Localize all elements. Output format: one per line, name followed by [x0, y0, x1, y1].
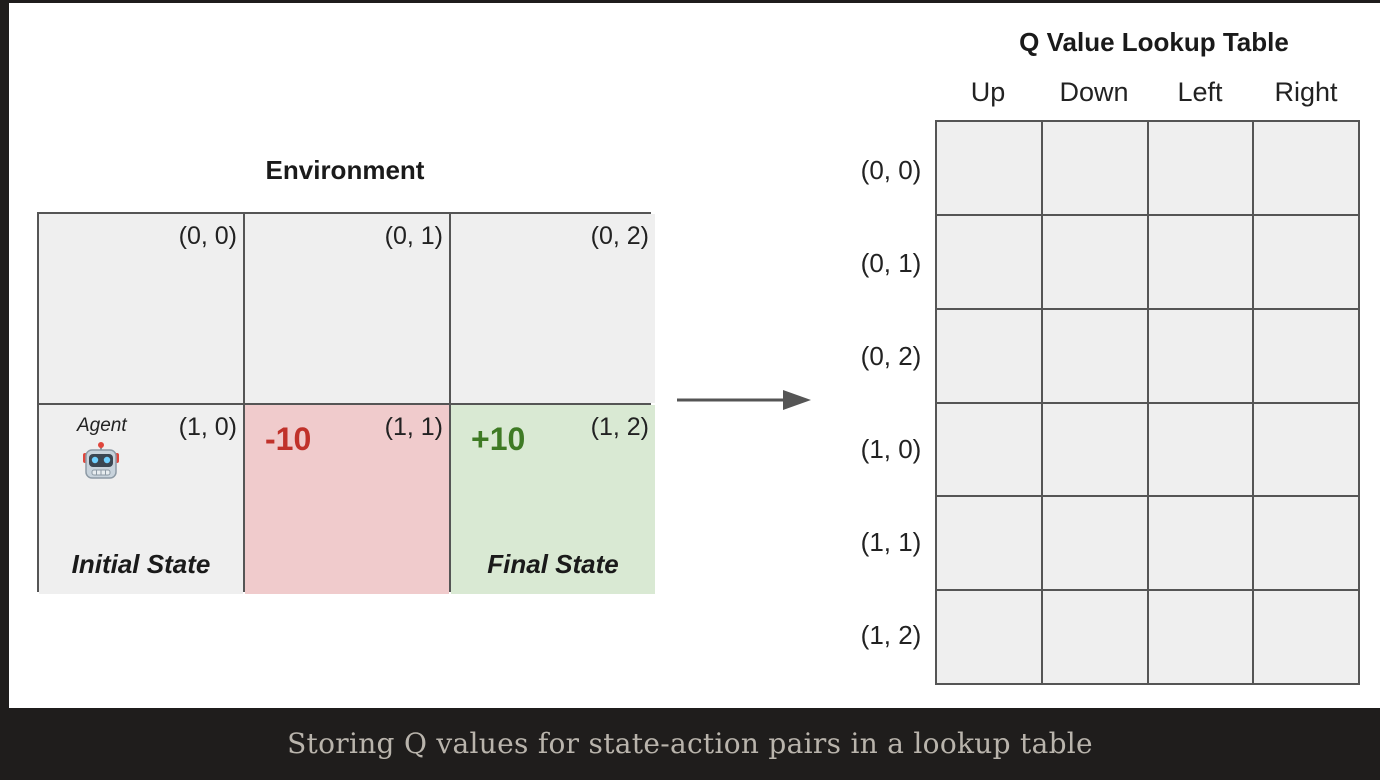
environment-title: Environment: [265, 155, 425, 185]
q-cell: [1148, 309, 1253, 402]
env-cell-coord: (1, 1): [384, 413, 443, 441]
q-value-grid: [935, 120, 1360, 685]
right-arrow-icon: [677, 390, 811, 410]
q-cell: [1042, 497, 1147, 590]
q-cell: [1254, 122, 1358, 214]
robot-icon: [83, 442, 119, 479]
q-row-header: (1, 1): [860, 527, 922, 557]
q-cell: [1042, 122, 1147, 214]
q-column-header-left: Left: [1177, 77, 1223, 107]
q-row-header: (0, 1): [860, 248, 922, 278]
q-table-title: Q Value Lookup Table: [1019, 27, 1289, 57]
env-cell-1-0: Agent (1, 0) Initial State: [39, 405, 243, 594]
env-cell-coord: (0, 0): [178, 222, 237, 250]
q-cell: [1148, 215, 1253, 308]
penalty-reward-value: -10: [265, 421, 312, 457]
q-column-header-down: Down: [1059, 77, 1129, 107]
env-cell-1-1: -10 (1, 1): [245, 405, 449, 594]
q-cell: [937, 215, 1041, 308]
q-cell: [1148, 122, 1253, 214]
q-cell: [1042, 591, 1147, 683]
figure-caption: Storing Q values for state-action pairs …: [287, 727, 1093, 760]
q-cell: [1254, 497, 1358, 590]
q-column-header-right: Right: [1274, 77, 1338, 107]
q-cell: [1042, 309, 1147, 402]
q-cell: [1148, 497, 1253, 590]
env-cell-coord: (0, 1): [384, 222, 443, 250]
q-cell: [1254, 309, 1358, 402]
environment-grid: (0, 0) (0, 1) (0, 2) Agent (1, 0): [37, 212, 655, 594]
q-cell: [937, 497, 1041, 590]
q-cell: [937, 403, 1041, 496]
q-cell: [937, 122, 1041, 214]
env-cell-coord: (0, 2): [590, 222, 649, 250]
env-cell-1-2: +10 (1, 2) Final State: [451, 405, 655, 594]
env-cell-coord: (1, 0): [178, 413, 237, 441]
q-cell: [1254, 215, 1358, 308]
q-cell: [937, 591, 1041, 683]
diagram-figure: Environment (0, 0) (0, 1) (0, 2) Agent (…: [9, 3, 1380, 708]
q-row-header: (0, 0): [860, 155, 922, 185]
env-cell-0-0: (0, 0): [39, 214, 243, 403]
agent-label: Agent: [77, 415, 127, 436]
q-cell: [1042, 215, 1147, 308]
q-row-header: (1, 0): [860, 434, 922, 464]
q-cell: [1254, 403, 1358, 496]
q-cell: [1254, 591, 1358, 683]
initial-state-label: Initial State: [71, 549, 211, 579]
final-state-label: Final State: [487, 549, 619, 579]
q-row-header: (0, 2): [860, 341, 922, 371]
env-cell-coord: (1, 2): [590, 413, 649, 441]
q-cell: [1148, 403, 1253, 496]
q-row-header: (1, 2): [860, 620, 922, 650]
goal-reward-value: +10: [471, 421, 526, 457]
env-cell-0-2: (0, 2): [451, 214, 655, 403]
q-cell: [1042, 403, 1147, 496]
q-cell: [937, 309, 1041, 402]
env-cell-0-1: (0, 1): [245, 214, 449, 403]
q-cell: [1148, 591, 1253, 683]
q-column-header-up: Up: [970, 77, 1006, 107]
